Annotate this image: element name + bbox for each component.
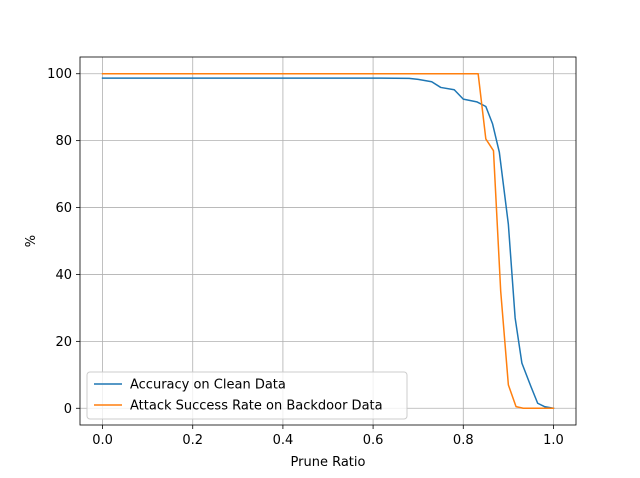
y-gridlines (80, 73, 576, 409)
y-tick-label: 100 (47, 67, 72, 82)
y-tick-label: 20 (55, 335, 72, 350)
y-axis-ticks: 0 20 40 60 80 100 (47, 67, 80, 417)
x-tick-label: 1.0 (543, 433, 564, 448)
legend: Accuracy on Clean Data Attack Success Rat… (86, 371, 408, 420)
legend-entry: Attack Success Rate on Backdoor Data (130, 399, 383, 414)
legend-box (86, 371, 408, 420)
y-tick-label: 40 (55, 268, 72, 283)
legend-entry: Accuracy on Clean Data (130, 378, 286, 393)
x-gridlines (102, 57, 554, 425)
y-axis-label: % (24, 235, 39, 247)
x-axis-label: Prune Ratio (291, 455, 366, 470)
x-tick-label: 0.4 (273, 433, 294, 448)
y-tick-label: 60 (55, 201, 72, 216)
series-line-2 (101, 72, 555, 410)
x-axis-ticks: 0.0 0.2 0.4 0.6 0.8 1.0 (92, 425, 564, 448)
series-layer (101, 72, 555, 410)
plot-frame (79, 56, 577, 426)
y-tick-label: 0 (64, 402, 72, 417)
series-line-1 (101, 77, 555, 410)
x-tick-label: 0.2 (182, 433, 203, 448)
x-tick-label: 0.6 (363, 433, 384, 448)
x-tick-label: 0.8 (453, 433, 474, 448)
x-tick-label: 0.0 (92, 433, 113, 448)
y-tick-label: 80 (55, 134, 72, 149)
